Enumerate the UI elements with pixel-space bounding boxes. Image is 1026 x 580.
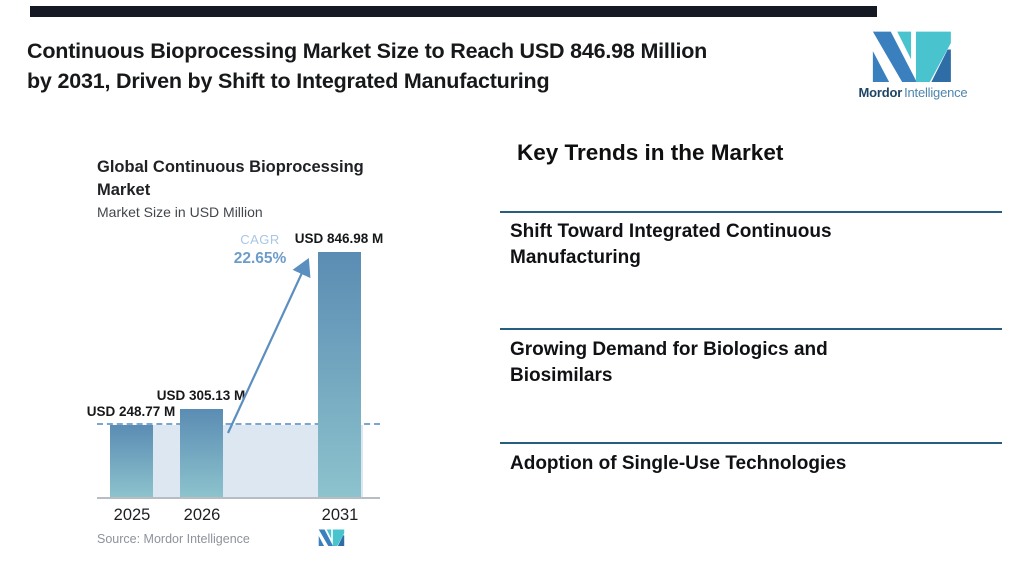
market-size-chart: Global Continuous Bioprocessing Market M… (87, 150, 425, 565)
page-title: Continuous Bioprocessing Market Size to … (27, 36, 837, 96)
x-tick-2025: 2025 (113, 506, 151, 524)
x-tick-2026: 2026 (183, 506, 221, 524)
source-attribution: Source: Mordor Intelligence (97, 532, 250, 546)
x-tick-2031: 2031 (321, 506, 359, 524)
mordor-mini-logo-icon (318, 529, 345, 546)
page-title-line2: by 2031, Driven by Shift to Integrated M… (27, 69, 550, 93)
trend-item-2: Growing Demand for Biologics and Biosimi… (510, 339, 828, 386)
chart-title: Global Continuous Bioprocessing Market (97, 158, 364, 199)
bar-value-2025: USD 248.77 M (86, 404, 176, 419)
brand-name-bold: Mordor (858, 85, 903, 100)
trend-item-1: Shift Toward Integrated Continuous Manuf… (510, 221, 832, 268)
trends-heading: Key Trends in the Market (517, 140, 784, 165)
x-axis-line (97, 497, 380, 499)
page-title-line1: Continuous Bioprocessing Market Size to … (27, 39, 708, 63)
bar-2031 (318, 252, 361, 497)
bar-value-2026: USD 305.13 M (156, 388, 246, 403)
bar-2025 (110, 425, 153, 497)
bar-value-2031: USD 846.98 M (294, 231, 384, 246)
trend-divider (500, 211, 1002, 213)
key-trends-panel: Key Trends in the Market Shift Toward In… (495, 130, 1015, 510)
brand-logo: Mordor Intelligence (848, 30, 978, 100)
brand-wordmark: Mordor Intelligence (848, 85, 978, 100)
trend-item-3: Adoption of Single-Use Technologies (510, 453, 847, 474)
trend-divider (500, 328, 1002, 330)
brand-name-light: Intelligence (904, 85, 968, 100)
cagr-label: CAGR (240, 232, 280, 247)
cagr-value: 22.65% (233, 250, 287, 267)
top-accent-bar (30, 6, 877, 17)
mordor-intelligence-logo-icon (872, 31, 951, 82)
bar-2026 (180, 409, 223, 497)
trend-divider (500, 442, 1002, 444)
chart-subtitle: Market Size in USD Million (97, 204, 263, 220)
